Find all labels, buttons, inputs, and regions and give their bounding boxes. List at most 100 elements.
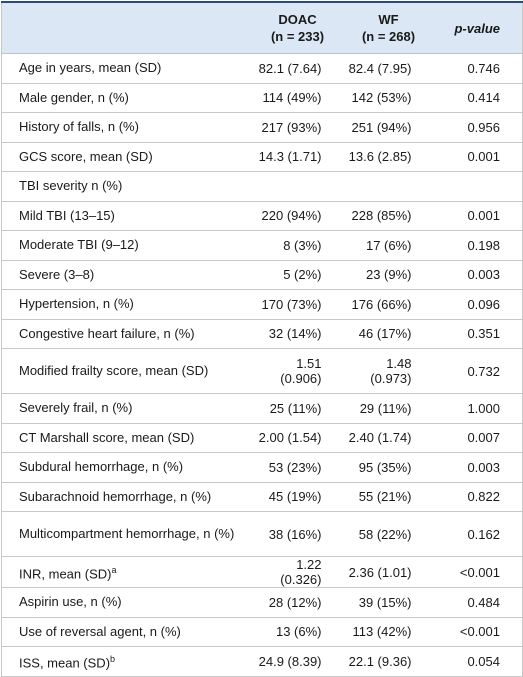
row-label: INR, mean (SD) — [19, 566, 112, 582]
row-label: Subdural hemorrhage, n (%) — [19, 459, 184, 475]
value-cell: <0.001 — [433, 556, 523, 588]
row-label-cell: Subdural hemorrhage, n (%) — [1, 452, 252, 483]
value: 113 (42%) — [352, 624, 412, 640]
header-empty — [1, 1, 252, 54]
value-cell: 0.822 — [433, 482, 523, 512]
table-row: History of falls, n (%) 217 (93%) 251 (94%… — [1, 112, 523, 143]
value: 251 (94%) — [351, 119, 412, 135]
table-row: Male gender, n (%) 114 (49%) 142 (53%) 0.41… — [1, 83, 523, 113]
value-cell — [343, 171, 434, 202]
value: 176 (66%) — [351, 296, 412, 312]
row-label: Subarachnoid hemorrhage, n (%) — [19, 488, 212, 504]
table-row: ISS, mean (SD)b 24.9 (8.39) 22.1 (9.36) 0.0… — [1, 646, 523, 677]
row-label-cell: ISS, mean (SD)b — [1, 646, 252, 677]
row-label-cell: Multicompartment hemorrhage, n (%) — [1, 511, 252, 557]
table-row: Severely frail, n (%) 25 (11%) 29 (11%) 1.0… — [1, 393, 523, 424]
value-cell: 28 (12%) — [251, 587, 344, 618]
row-label: CT Marshall score, mean (SD) — [19, 429, 195, 445]
value-cell: 0.956 — [433, 112, 523, 143]
value: 95 (35%) — [358, 459, 412, 475]
row-label: History of falls, n (%) — [19, 119, 139, 135]
table-row: Hypertension, n (%) 170 (73%) 176 (66%) 0.0… — [1, 289, 523, 320]
row-label-cell: Mild TBI (13–15) — [1, 201, 252, 231]
row-label: Aspirin use, n (%) — [19, 594, 122, 610]
value: 1.22 (0.326) — [280, 557, 322, 587]
value-cell: 0.414 — [433, 83, 523, 113]
table-row: Subdural hemorrhage, n (%) 53 (23%) 95 (35… — [1, 452, 523, 483]
table-row: INR, mean (SD)a 1.22 (0.326) 2.36 (1.01) <0… — [1, 556, 523, 588]
table-row: Age in years, mean (SD) 82.1 (7.64) 82.4 (… — [1, 53, 523, 84]
value-cell: 45 (19%) — [251, 482, 344, 512]
value-cell: 55 (21%) — [343, 482, 434, 512]
value-cell: 2.36 (1.01) — [343, 556, 434, 588]
table-row: Mild TBI (13–15) 220 (94%) 228 (85%) 0.001 — [1, 201, 523, 231]
table-row: Use of reversal agent, n (%) 13 (6%) 113 (… — [1, 617, 523, 647]
header-cell: p-value — [433, 1, 523, 54]
row-label-cell: Hypertension, n (%) — [1, 289, 252, 320]
value-cell: 8 (3%) — [251, 230, 344, 261]
value-cell: 217 (93%) — [251, 112, 344, 143]
value: 2.36 (1.01) — [348, 564, 412, 580]
value-cell: 0.003 — [433, 452, 523, 483]
header-text: (n = 233) — [270, 29, 325, 44]
value: 38 (16%) — [268, 526, 322, 542]
row-label: Modified frailty score, mean (SD) — [19, 363, 209, 378]
value: 29 (11%) — [359, 400, 412, 416]
table-body: Age in years, mean (SD) 82.1 (7.64) 82.4 (… — [1, 53, 523, 677]
value-cell: 0.162 — [433, 511, 523, 557]
value-cell: 2.00 (1.54) — [251, 423, 344, 453]
value-cell: 0.096 — [433, 289, 523, 320]
header-text: WF — [378, 12, 399, 27]
p-value: 0.007 — [467, 430, 500, 446]
value: 39 (15%) — [358, 594, 412, 610]
value: 228 (85%) — [351, 208, 412, 224]
value-cell: 58 (22%) — [343, 511, 434, 557]
value-cell: 39 (15%) — [343, 587, 434, 618]
row-label-cell: Congestive heart failure, n (%) — [1, 319, 252, 349]
value: 82.4 (7.95) — [348, 60, 412, 76]
table-row: CT Marshall score, mean (SD) 2.00 (1.54) 2… — [1, 423, 523, 453]
value: 142 (53%) — [351, 90, 412, 106]
value-cell — [433, 171, 523, 202]
table-row: Severe (3–8) 5 (2%) 23 (9%) 0.003 — [1, 260, 523, 290]
row-label: GCS score, mean (SD) — [19, 148, 153, 164]
header-text: DOAC — [278, 12, 317, 27]
row-label: TBI severity n (%) — [19, 178, 123, 194]
table-row: Modified frailty score, mean (SD) 1.51 (0… — [1, 348, 523, 394]
p-value: 0.162 — [467, 526, 500, 542]
p-value: 0.484 — [467, 594, 500, 610]
value-cell: 1.51 (0.906) — [251, 348, 344, 394]
value-cell: 176 (66%) — [343, 289, 434, 320]
value-cell: 170 (73%) — [251, 289, 344, 320]
row-label-cell: TBI severity n (%) — [1, 171, 252, 202]
value-cell: 82.4 (7.95) — [343, 53, 434, 84]
row-label: Male gender, n (%) — [19, 89, 129, 105]
p-value: 1.000 — [467, 400, 500, 416]
value-cell: 32 (14%) — [251, 319, 344, 349]
value-cell: 0.054 — [433, 646, 523, 677]
footnote-mark: a — [111, 564, 117, 575]
value-cell: 0.198 — [433, 230, 523, 261]
value-cell: <0.001 — [433, 617, 523, 647]
value: 14.3 (1.71) — [258, 149, 322, 165]
p-value: 0.732 — [467, 363, 500, 379]
p-value: 0.956 — [467, 119, 500, 135]
p-value: 0.096 — [467, 296, 500, 312]
row-label-cell: History of falls, n (%) — [1, 112, 252, 143]
p-value: 0.054 — [467, 653, 500, 669]
row-label: Hypertension, n (%) — [19, 296, 134, 312]
row-label-cell: Male gender, n (%) — [1, 83, 252, 113]
row-label: ISS, mean (SD) — [19, 655, 111, 671]
value: 32 (14%) — [268, 326, 322, 342]
p-value: 0.198 — [467, 237, 500, 253]
header-row: DOAC (n = 233) WF (n = 268) p-value — [1, 1, 523, 54]
value-cell: 13.6 (2.85) — [343, 142, 434, 172]
value-cell: 0.001 — [433, 142, 523, 172]
value-cell: 17 (6%) — [343, 230, 434, 261]
header-cell: WF (n = 268) — [343, 1, 434, 54]
row-label-cell: Subarachnoid hemorrhage, n (%) — [1, 482, 252, 512]
value-cell — [251, 171, 344, 202]
table-row: Multicompartment hemorrhage, n (%) 38 (16… — [1, 511, 523, 557]
